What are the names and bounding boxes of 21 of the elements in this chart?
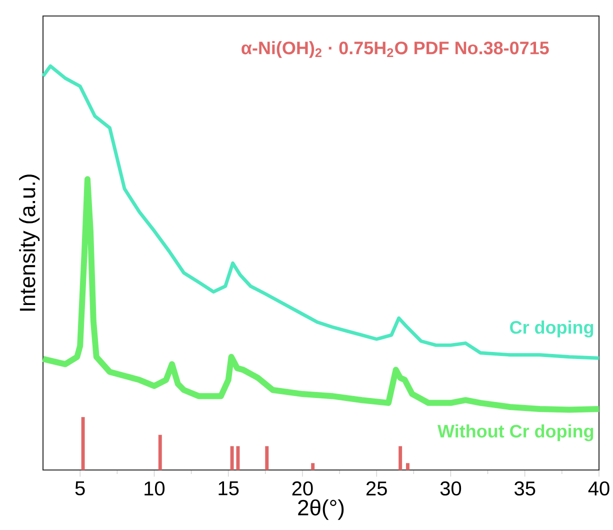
y-axis-title: Intensity (a.u.) <box>19 174 40 311</box>
bar <box>265 446 269 470</box>
x-tick-label: 10 <box>144 481 165 496</box>
text: α-Ni(OH)$_{2}$ · 0.75H$_{2}$O PDF No.38-0715 <box>242 41 549 58</box>
series-label: Without Cr doping <box>438 424 594 442</box>
series-label: Cr doping <box>510 320 594 338</box>
bar <box>158 434 162 470</box>
x-tick-label: 15 <box>218 481 239 496</box>
x-tick-label: 20 <box>292 481 313 496</box>
x-tick-label: 40 <box>588 481 610 496</box>
x-tick-label: 5 <box>75 481 85 496</box>
bar <box>81 417 85 470</box>
x-tick-label: 35 <box>514 481 536 496</box>
x-tick-label: 30 <box>440 481 462 496</box>
bar <box>311 463 315 470</box>
x-axis-title: 2θ(°) <box>298 499 344 520</box>
bar <box>230 446 234 470</box>
bar <box>236 446 240 470</box>
x-tick-label: 25 <box>366 481 387 496</box>
bar <box>398 446 402 470</box>
bar <box>406 463 410 470</box>
